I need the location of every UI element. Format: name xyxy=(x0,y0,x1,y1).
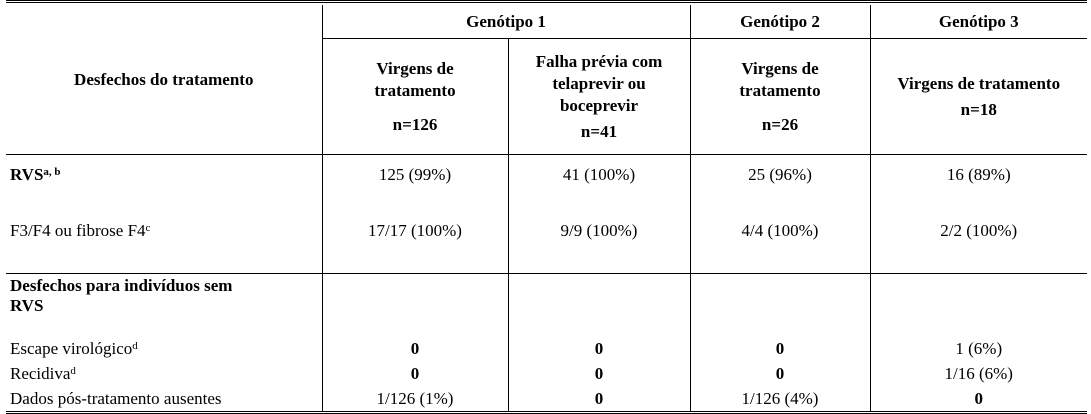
row-label-dados: Dados pós-tratamento ausentes xyxy=(6,386,322,414)
group-header-row: Desfechos do tratamento Genótipo 1 Genót… xyxy=(6,5,1087,155)
row-escape: Escape virológicod 0 0 0 1 (6%) xyxy=(6,336,1087,361)
col-4-n: n=18 xyxy=(960,99,997,119)
cell: 0 xyxy=(507,336,690,361)
group-genotipo-1: Genótipo 1 xyxy=(321,5,690,39)
row-rvs: RVSa, b 125 (99%) 41 (100%) 25 (96%) 16 … xyxy=(6,154,1087,201)
results-table: Desfechos do tratamento Genótipo 1 Genót… xyxy=(6,5,1087,414)
column-header-row: Virgens de tratamento n=126 Falha prévia… xyxy=(6,38,1087,155)
cell: 1/126 (4%) xyxy=(689,386,870,414)
row-recidiva: Recidivad 0 0 0 1/16 (6%) xyxy=(6,361,1087,386)
cell: 0 xyxy=(689,361,870,386)
col-header-2: Falha prévia com telaprevir ou boceprevi… xyxy=(507,38,690,155)
col-2-n: n=41 xyxy=(580,121,618,141)
top-rule xyxy=(6,0,1087,3)
row-label-recidiva: Recidivad xyxy=(10,363,76,383)
row-header: Desfechos do tratamento xyxy=(6,5,322,155)
cell: 1/126 (1%) xyxy=(321,386,508,414)
cell: 4/4 (100%) xyxy=(689,201,870,274)
cell: 25 (96%) xyxy=(689,154,870,201)
group-genotipo-3: Genótipo 3 xyxy=(869,5,1087,39)
col-3-label: Virgens de tratamento xyxy=(739,58,821,100)
col-1-label: Virgens de tratamento xyxy=(374,58,456,100)
cell: 125 (99%) xyxy=(321,154,508,201)
col-header-4: Virgens de tratamento n=18 xyxy=(869,38,1087,155)
cell: 0 xyxy=(507,386,690,414)
col-1-n: n=126 xyxy=(392,114,438,134)
row-label-escape: Escape virológicod xyxy=(10,338,138,358)
cell: 0 xyxy=(321,361,508,386)
col-header-1: Virgens de tratamento n=126 xyxy=(321,38,508,155)
col-4-label: Virgens de tratamento xyxy=(897,73,1061,93)
row-section: Desfechos para indivíduos sem RVS xyxy=(6,273,1087,336)
col-2-label: Falha prévia com telaprevir ou boceprevi… xyxy=(535,51,663,115)
cell: 1/16 (6%) xyxy=(869,361,1087,386)
row-dados: Dados pós-tratamento ausentes 1/126 (1%)… xyxy=(6,386,1087,414)
cell: 0 xyxy=(689,336,870,361)
col-3-n: n=26 xyxy=(761,114,799,134)
cell: 9/9 (100%) xyxy=(507,201,690,274)
row-label-rvs: RVSa, b xyxy=(10,165,61,184)
row-fibrose: F3/F4 ou fibrose F4c 17/17 (100%) 9/9 (1… xyxy=(6,201,1087,274)
group-genotipo-2: Genótipo 2 xyxy=(689,5,870,39)
cell: 0 xyxy=(869,386,1087,414)
cell: 41 (100%) xyxy=(507,154,690,201)
cell: 0 xyxy=(321,336,508,361)
col-header-3: Virgens de tratamento n=26 xyxy=(689,38,870,155)
section-label: Desfechos para indivíduos sem RVS xyxy=(10,276,233,315)
cell: 0 xyxy=(507,361,690,386)
cell: 17/17 (100%) xyxy=(321,201,508,274)
row-label-fibrose: F3/F4 ou fibrose F4c xyxy=(6,201,322,274)
cell: 2/2 (100%) xyxy=(869,201,1087,274)
cell: 1 (6%) xyxy=(869,336,1087,361)
cell: 16 (89%) xyxy=(869,154,1087,201)
